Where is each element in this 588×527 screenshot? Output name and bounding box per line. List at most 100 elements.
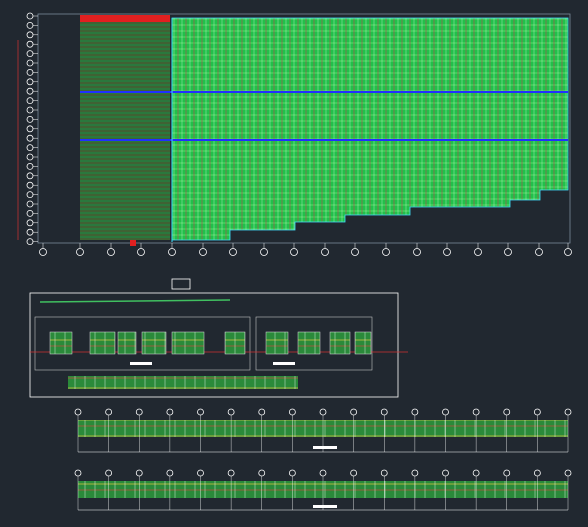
grid-bubble — [472, 408, 480, 416]
grid-bubble — [442, 469, 449, 477]
grid-bubble — [321, 248, 329, 256]
grid-bubble — [26, 238, 34, 246]
grid-bubble — [197, 469, 204, 477]
grid-bubble — [319, 469, 327, 477]
grid-bubble — [26, 144, 34, 152]
grid-bubble — [535, 248, 543, 256]
sheet-frame — [29, 292, 399, 398]
grid-bubble — [533, 469, 541, 477]
grid-bubble — [380, 408, 388, 416]
grid-bubble — [26, 181, 34, 189]
grid-bubble — [26, 125, 34, 133]
grid-bubble — [411, 408, 419, 416]
grid-bubble — [290, 248, 298, 256]
grid-bubble — [197, 408, 204, 416]
grid-bubble — [39, 248, 47, 256]
grid-bubble — [288, 469, 296, 477]
section-block — [49, 331, 73, 355]
grid-bubble — [533, 408, 541, 416]
grid-bubble — [26, 116, 34, 123]
grid-bubble — [26, 59, 34, 67]
grid-bubble — [227, 408, 235, 416]
marker — [130, 240, 136, 246]
grid-bubble — [26, 87, 34, 95]
grid-bubble — [26, 172, 34, 180]
caption-bar — [313, 446, 337, 449]
grid-bubble — [105, 408, 113, 416]
section-block — [117, 331, 137, 355]
plan-frame — [37, 13, 571, 244]
grid-bubble — [26, 78, 34, 86]
grid-bubble — [258, 408, 266, 416]
red-band — [80, 15, 170, 22]
grid-bubble — [351, 248, 359, 256]
grid-bubble — [166, 408, 174, 416]
grid-bubble — [26, 200, 34, 208]
grid-bubble — [442, 408, 449, 416]
grid-bubble — [166, 469, 174, 477]
grid-bubble — [411, 469, 419, 477]
grid-bubble — [26, 134, 34, 142]
grid-bubble — [503, 469, 511, 477]
grid-bubble — [443, 248, 451, 256]
grid-bubble — [474, 248, 482, 256]
title-box — [171, 278, 191, 290]
section-frame — [34, 316, 251, 371]
grid-bubble — [135, 469, 143, 477]
grid-bubble — [137, 248, 145, 256]
grid-bubble — [76, 248, 84, 256]
profile-line — [39, 299, 231, 303]
left-block — [80, 22, 170, 240]
section-block — [354, 331, 372, 355]
caption-bar — [313, 505, 337, 508]
section-block — [329, 331, 351, 355]
grid-bubble — [564, 469, 572, 477]
grid-bubble — [168, 248, 176, 256]
grid-bubble — [319, 408, 327, 416]
grid-bubble — [382, 248, 390, 256]
mini-elevation — [68, 376, 298, 389]
grid-bubble — [26, 191, 34, 199]
section-block — [297, 331, 321, 355]
caption-bar — [130, 362, 152, 365]
section-frame — [255, 316, 373, 371]
grid-bubble — [413, 248, 421, 256]
caption-bar — [273, 362, 295, 365]
grid-bubble — [472, 469, 480, 477]
grid-bubble — [74, 469, 82, 477]
section-sheet — [29, 278, 408, 398]
section-block — [171, 331, 205, 355]
grid-bubble — [26, 228, 34, 236]
grid-bubble — [107, 248, 115, 256]
grid-bubble — [26, 153, 34, 161]
grid-bubble — [504, 248, 512, 256]
grid-bubble — [564, 248, 572, 256]
section-block — [224, 331, 246, 355]
grid-bubble — [26, 69, 34, 76]
grid-bubble — [350, 469, 358, 477]
grid-bubble — [26, 209, 34, 217]
grid-bubble — [74, 408, 82, 416]
grid-bubble — [26, 97, 34, 104]
grid-bubble — [350, 408, 358, 416]
grid-bubble — [105, 469, 113, 477]
section-block — [265, 331, 289, 355]
grid-bubble — [135, 408, 143, 416]
grid-bubble — [380, 469, 388, 477]
grid-bubble — [199, 248, 207, 256]
section-block — [89, 331, 116, 355]
floor-plan — [17, 13, 571, 246]
grid-bubble — [258, 469, 266, 477]
grid-bubble — [503, 408, 511, 416]
grid-bubble — [26, 21, 34, 29]
section-block — [141, 331, 167, 355]
grid-bubble — [288, 408, 296, 416]
grid-bubble — [229, 248, 237, 256]
grid-bubble — [227, 469, 235, 477]
main-block — [171, 17, 569, 241]
grid-bubble — [564, 408, 572, 416]
grid-bubble — [26, 162, 34, 170]
grid-bubble — [26, 50, 34, 57]
